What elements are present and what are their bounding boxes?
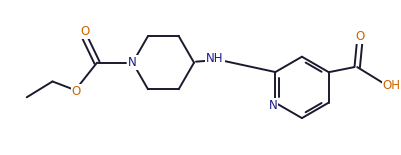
Text: O: O: [80, 25, 89, 38]
Text: O: O: [72, 85, 81, 98]
Text: OH: OH: [383, 79, 401, 92]
Text: N: N: [269, 99, 277, 112]
Text: O: O: [355, 30, 365, 43]
Text: NH: NH: [206, 52, 224, 65]
Text: N: N: [128, 56, 137, 69]
